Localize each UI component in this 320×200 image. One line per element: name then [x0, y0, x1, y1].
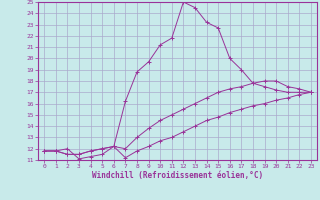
X-axis label: Windchill (Refroidissement éolien,°C): Windchill (Refroidissement éolien,°C): [92, 171, 263, 180]
